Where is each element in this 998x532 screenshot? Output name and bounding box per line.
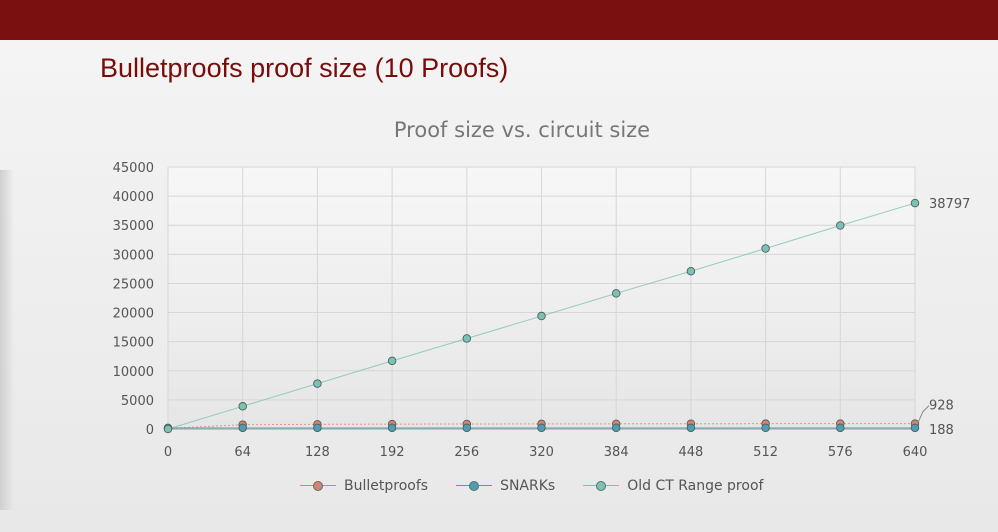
- header-bar: [0, 0, 998, 40]
- data-label: 928: [929, 399, 954, 414]
- chart-title: Proof size vs. circuit size: [393, 118, 651, 142]
- data-point-old-ct-range-proof: [761, 244, 770, 253]
- x-tick-label: 256: [454, 445, 479, 460]
- y-tick-label: 10000: [113, 365, 154, 380]
- x-tick-label: 64: [234, 445, 251, 460]
- legend-label-old-ct: Old CT Range proof: [627, 478, 764, 494]
- data-label: 38797: [929, 197, 970, 212]
- y-axis-ticks: 0 5000 10000 15000 20000 25000 30000 35000 40000…: [113, 161, 154, 438]
- data-point-old-ct-range-proof: [313, 379, 322, 388]
- data-point-snarks: [836, 423, 845, 433]
- data-point-snarks: [761, 423, 770, 433]
- x-tick-label: 512: [753, 445, 778, 460]
- y-tick-label: 35000: [113, 219, 154, 234]
- y-tick-label: 5000: [121, 394, 154, 409]
- legend-marker-old-ct: [596, 481, 607, 491]
- legend-item-snarks[interactable]: SNARKs: [456, 478, 555, 494]
- y-tick-label: 0: [146, 423, 154, 438]
- data-point-old-ct-range-proof: [611, 289, 621, 298]
- data-label: 188: [929, 423, 954, 438]
- legend-item-old-ct-range-proof[interactable]: Old CT Range proof: [583, 478, 763, 494]
- grid-lines: [167, 166, 916, 430]
- data-point-old-ct-range-proof: [462, 334, 472, 343]
- data-point-old-ct-range-proof: [836, 221, 845, 230]
- x-tick-label: 0: [164, 445, 172, 460]
- legend-item-bulletproofs[interactable]: Bulletproofs: [300, 478, 428, 494]
- data-point-old-ct-range-proof: [537, 311, 546, 321]
- data-point-snarks: [238, 423, 247, 433]
- x-tick-label: 640: [903, 445, 928, 460]
- data-point-old-ct-range-proof: [686, 266, 696, 276]
- legend-label-bulletproofs: Bulletproofs: [344, 478, 429, 494]
- y-tick-label: 40000: [113, 190, 154, 205]
- data-labels: 38797 928 188: [917, 197, 970, 438]
- label-leader-line: [917, 405, 930, 423]
- x-tick-label: 448: [678, 445, 703, 460]
- data-point-snarks: [537, 423, 546, 433]
- legend-swatch-snarks: [456, 481, 493, 491]
- data-point-snarks: [910, 423, 920, 433]
- data-point-old-ct-range-proof: [238, 402, 247, 411]
- x-tick-label: 320: [529, 445, 554, 460]
- data-point-snarks: [313, 423, 322, 433]
- legend-label-snarks: SNARKs: [500, 478, 556, 494]
- x-tick-label: 192: [380, 445, 405, 460]
- y-tick-label: 25000: [113, 277, 154, 292]
- x-axis-ticks: 0 64 128 192 256 320 384 448 512 576 640: [164, 445, 928, 460]
- legend: Bulletproofs SNARKs Old CT Range proof: [300, 478, 763, 494]
- data-point-snarks: [611, 423, 621, 433]
- slide-title: Bulletproofs proof size (10 Proofs): [100, 53, 509, 83]
- data-point-snarks: [462, 423, 472, 433]
- legend-marker-bulletproofs: [313, 481, 323, 491]
- y-tick-label: 30000: [113, 248, 154, 263]
- y-tick-label: 15000: [113, 336, 154, 351]
- x-tick-label: 128: [305, 445, 330, 460]
- legend-marker-snarks: [469, 481, 480, 491]
- legend-swatch-old-ct: [583, 481, 620, 491]
- data-point-old-ct-range-proof: [910, 198, 920, 208]
- x-tick-label: 576: [828, 445, 853, 460]
- edge-shadow: [0, 170, 14, 510]
- data-point-old-ct-range-proof: [163, 424, 173, 434]
- data-point-snarks: [686, 423, 696, 433]
- series-group: [163, 198, 920, 434]
- data-point-snarks: [387, 423, 397, 433]
- y-tick-label: 20000: [113, 307, 154, 322]
- data-point-old-ct-range-proof: [387, 356, 397, 366]
- x-tick-label: 384: [604, 445, 629, 460]
- y-tick-label: 45000: [113, 161, 154, 176]
- legend-swatch-bulletproofs: [300, 481, 336, 491]
